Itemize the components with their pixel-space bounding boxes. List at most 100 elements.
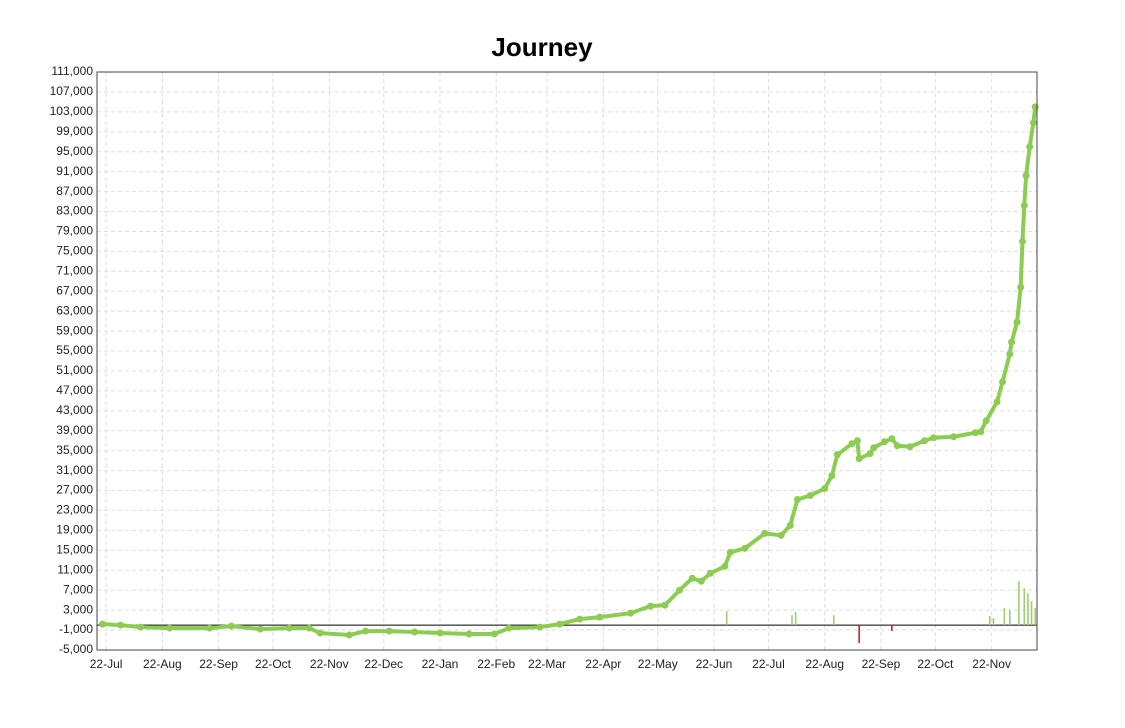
point bbox=[1006, 350, 1014, 358]
x-tick-label: 22-Oct bbox=[255, 657, 292, 671]
point bbox=[536, 623, 544, 631]
change-bar bbox=[791, 615, 793, 626]
change-bar bbox=[1034, 608, 1036, 626]
point bbox=[688, 574, 696, 582]
y-tick-label: 31,000 bbox=[56, 463, 93, 477]
y-tick-label: 91,000 bbox=[56, 164, 93, 178]
point bbox=[166, 624, 174, 632]
point bbox=[1008, 338, 1016, 346]
y-tick-label: -5,000 bbox=[59, 642, 93, 656]
point bbox=[411, 628, 419, 636]
point bbox=[1026, 143, 1034, 151]
x-tick-label: 22-Dec bbox=[364, 657, 403, 671]
point bbox=[971, 429, 979, 437]
point bbox=[385, 627, 393, 635]
change-bar bbox=[1008, 610, 1011, 626]
y-tick-label: 55,000 bbox=[56, 343, 93, 357]
point bbox=[98, 620, 106, 628]
x-tick-label: 22-Sep bbox=[199, 657, 238, 671]
y-tick-label: 107,000 bbox=[50, 84, 94, 98]
point bbox=[741, 544, 749, 552]
point bbox=[646, 602, 654, 610]
x-tick-label: 22-Nov bbox=[972, 657, 1011, 671]
y-tick-label: 75,000 bbox=[56, 244, 93, 258]
point bbox=[930, 434, 938, 442]
x-tick-label: 22-Jan bbox=[422, 657, 459, 671]
point bbox=[1031, 103, 1039, 111]
y-tick-label: 39,000 bbox=[56, 423, 93, 437]
point bbox=[777, 531, 785, 539]
y-tick-label: 35,000 bbox=[56, 443, 93, 457]
point bbox=[1013, 318, 1021, 326]
point bbox=[596, 613, 604, 621]
point bbox=[206, 624, 214, 632]
plot-frame bbox=[96, 71, 1038, 651]
y-tick-label: 95,000 bbox=[56, 144, 93, 158]
point bbox=[285, 624, 293, 632]
point bbox=[1022, 172, 1030, 180]
change-bar bbox=[858, 625, 860, 644]
change-bar bbox=[832, 615, 835, 626]
change-bar bbox=[989, 616, 991, 626]
x-tick-label: 22-Mar bbox=[528, 657, 566, 671]
point bbox=[316, 629, 324, 637]
x-tick-label: 22-Feb bbox=[477, 657, 515, 671]
point bbox=[227, 622, 235, 630]
point bbox=[556, 620, 564, 628]
x-tick-label: 22-Jul bbox=[90, 657, 123, 671]
y-tick-label: 51,000 bbox=[56, 363, 93, 377]
y-tick-label: 59,000 bbox=[56, 323, 93, 337]
x-tick-label: 22-May bbox=[638, 657, 678, 671]
point bbox=[726, 548, 734, 556]
y-tick-label: 7,000 bbox=[63, 582, 93, 596]
x-tick-label: 22-Aug bbox=[805, 657, 844, 671]
y-tick-label: 71,000 bbox=[56, 263, 93, 277]
point bbox=[137, 623, 145, 631]
point bbox=[977, 428, 985, 436]
chart-title: Journey bbox=[491, 32, 593, 62]
point bbox=[117, 621, 125, 629]
point bbox=[1017, 283, 1025, 291]
point bbox=[661, 601, 669, 609]
y-tick-label: 3,000 bbox=[63, 602, 93, 616]
point bbox=[881, 438, 889, 446]
point bbox=[786, 521, 794, 529]
point bbox=[490, 630, 498, 638]
point bbox=[676, 586, 684, 594]
x-tick-label: 22-Apr bbox=[585, 657, 621, 671]
y-tick-label: 79,000 bbox=[56, 224, 93, 238]
x-tick-label: 22-Nov bbox=[310, 657, 349, 671]
point bbox=[721, 562, 729, 570]
point bbox=[993, 398, 1001, 406]
point bbox=[1029, 119, 1037, 127]
point bbox=[866, 450, 874, 458]
point bbox=[821, 485, 829, 493]
point bbox=[697, 577, 705, 585]
x-tick-label: 22-Jun bbox=[696, 657, 733, 671]
y-tick-label: 23,000 bbox=[56, 503, 93, 517]
point bbox=[855, 455, 863, 463]
y-tick-label: 63,000 bbox=[56, 303, 93, 317]
point bbox=[870, 444, 878, 452]
y-tick-label: 83,000 bbox=[56, 204, 93, 218]
point bbox=[305, 624, 313, 632]
point bbox=[761, 529, 769, 537]
point bbox=[256, 625, 264, 633]
y-tick-label: 15,000 bbox=[56, 543, 93, 557]
change-bar bbox=[1023, 588, 1026, 626]
change-bar bbox=[1003, 608, 1006, 626]
point bbox=[982, 417, 990, 425]
change-bar bbox=[1030, 601, 1033, 626]
y-tick-label: 99,000 bbox=[56, 124, 93, 138]
point bbox=[848, 440, 856, 448]
x-tick-label: 22-Jul bbox=[752, 657, 785, 671]
change-bar bbox=[1018, 581, 1020, 626]
point bbox=[345, 631, 353, 639]
y-tick-label: 27,000 bbox=[56, 483, 93, 497]
point bbox=[906, 443, 914, 451]
point bbox=[888, 435, 896, 443]
point bbox=[999, 378, 1007, 386]
y-tick-label: 67,000 bbox=[56, 283, 93, 297]
